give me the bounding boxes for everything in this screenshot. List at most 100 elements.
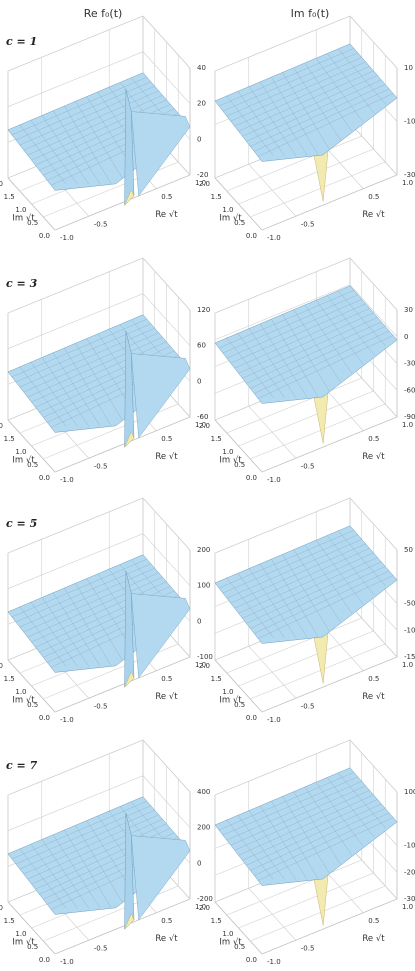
surface-mesh (52, 592, 101, 667)
surface-mesh (327, 295, 375, 356)
surface-mesh (248, 568, 296, 638)
z-tick-label: -60 (404, 386, 415, 394)
z-tick-label: -30 (404, 171, 415, 179)
surface-mesh (246, 803, 382, 866)
column-header: Re f₀(t) (84, 7, 123, 20)
surface-mesh (222, 294, 358, 354)
z-tick-label: -90 (404, 413, 415, 421)
surface-mesh (19, 124, 67, 185)
y-tick-label: 1.0 (15, 448, 26, 456)
x-axis-title: Re √t (155, 452, 178, 462)
y-tick-label: 1.0 (15, 206, 26, 214)
surface-mesh (246, 79, 382, 142)
surface-mesh (23, 332, 159, 393)
surface-mesh (248, 86, 296, 156)
surface-mesh (19, 606, 67, 667)
row-label: c = 5 (6, 517, 37, 530)
grid-line (54, 792, 191, 955)
surface-mesh (75, 825, 123, 903)
y-axis-title: Im √t (12, 456, 35, 466)
z-tick-label: 120 (197, 306, 210, 314)
x-tick-label: -1.0 (267, 958, 281, 966)
surface-mesh (304, 63, 353, 132)
y-tick-label: 2.0 (0, 662, 3, 670)
y-tick-label: 0.5 (27, 461, 38, 469)
surface-mesh (304, 305, 353, 374)
grid-line (261, 792, 398, 955)
x-tick-label: 0.5 (161, 675, 172, 683)
surface-mesh (338, 49, 386, 105)
z-tick-label: -100 (404, 842, 415, 850)
surface-mesh (23, 90, 159, 151)
x-tick-label: -0.5 (301, 220, 315, 228)
y-tick-label: 1.5 (211, 193, 222, 201)
x-tick-label: -0.5 (94, 702, 108, 710)
surface-mesh (230, 303, 366, 364)
y-tick-label: 0.0 (246, 474, 257, 482)
y-tick-label: 0.5 (27, 219, 38, 227)
surface-mesh (15, 81, 151, 141)
surface-mesh (238, 312, 374, 374)
surface-mesh (19, 328, 155, 388)
surface-mesh (258, 817, 394, 881)
surface-sheet (131, 835, 191, 921)
x-tick-label: 0.5 (161, 435, 172, 443)
y-tick-label: 1.5 (211, 435, 222, 443)
surface-mesh (282, 796, 330, 874)
y-tick-label: 1.5 (4, 435, 15, 443)
x-tick-label: -0.5 (94, 220, 108, 228)
surface-mesh (254, 330, 390, 394)
y-tick-label: 0.0 (246, 232, 257, 240)
surface-mesh (230, 543, 366, 604)
surface-mesh (226, 819, 274, 880)
surface-mesh (258, 93, 394, 157)
y-tick-label: 1.5 (4, 675, 15, 683)
surface-mesh (19, 86, 155, 146)
surface-sheet (131, 111, 191, 197)
surface-mesh (304, 787, 353, 856)
z-tick-label: -30 (404, 360, 415, 368)
surface-mesh (75, 343, 123, 421)
x-tick-label: -1.0 (267, 234, 281, 242)
z-tick-label: -100 (404, 626, 415, 634)
surface-mesh (293, 309, 341, 383)
x-tick-label: -1.0 (60, 716, 74, 724)
surface-mesh (259, 563, 308, 638)
z-tick-label: 400 (197, 788, 210, 796)
surface-spike (124, 431, 135, 448)
z-tick-label: -200 (197, 895, 213, 903)
x-axis-title: Re √t (155, 692, 178, 702)
y-tick-label: 0.0 (246, 956, 257, 964)
surface-mesh (254, 812, 390, 876)
x-tick-label: -1.0 (60, 234, 74, 242)
surface-mesh (259, 81, 308, 156)
surface-mesh (316, 300, 364, 365)
surface-mesh (226, 539, 362, 599)
x-tick-label: 1.0 (195, 903, 206, 911)
surface-mesh (222, 534, 358, 594)
z-tick-label: -10 (404, 118, 415, 126)
surface-mesh (293, 791, 341, 865)
surface-mesh (31, 581, 167, 643)
surface-mesh (11, 319, 147, 378)
surface-mesh (15, 805, 151, 865)
z-tick-label: -300 (404, 895, 415, 903)
surface-mesh (27, 337, 163, 398)
surface-mesh (27, 577, 163, 638)
plot: 50-50-100-150-1.0-0.50.51.00.00.51.01.52… (199, 497, 415, 724)
surface-mesh (64, 347, 112, 426)
surface-mesh (250, 326, 386, 389)
surface-mesh (27, 819, 163, 880)
y-axis-title: Im √t (12, 696, 35, 706)
grid-line (261, 550, 398, 713)
plot: 40200-20-1.0-0.50.51.00.00.51.01.52.0Re … (0, 15, 208, 242)
x-tick-label: -1.0 (267, 476, 281, 484)
surface-mesh (238, 70, 374, 132)
surface-mesh (19, 848, 67, 909)
surface-mesh (222, 776, 358, 836)
surface-spike (124, 913, 135, 930)
grid-line (54, 310, 191, 473)
y-tick-label: 0.5 (234, 943, 245, 951)
y-axis-title: Im √t (12, 938, 35, 948)
